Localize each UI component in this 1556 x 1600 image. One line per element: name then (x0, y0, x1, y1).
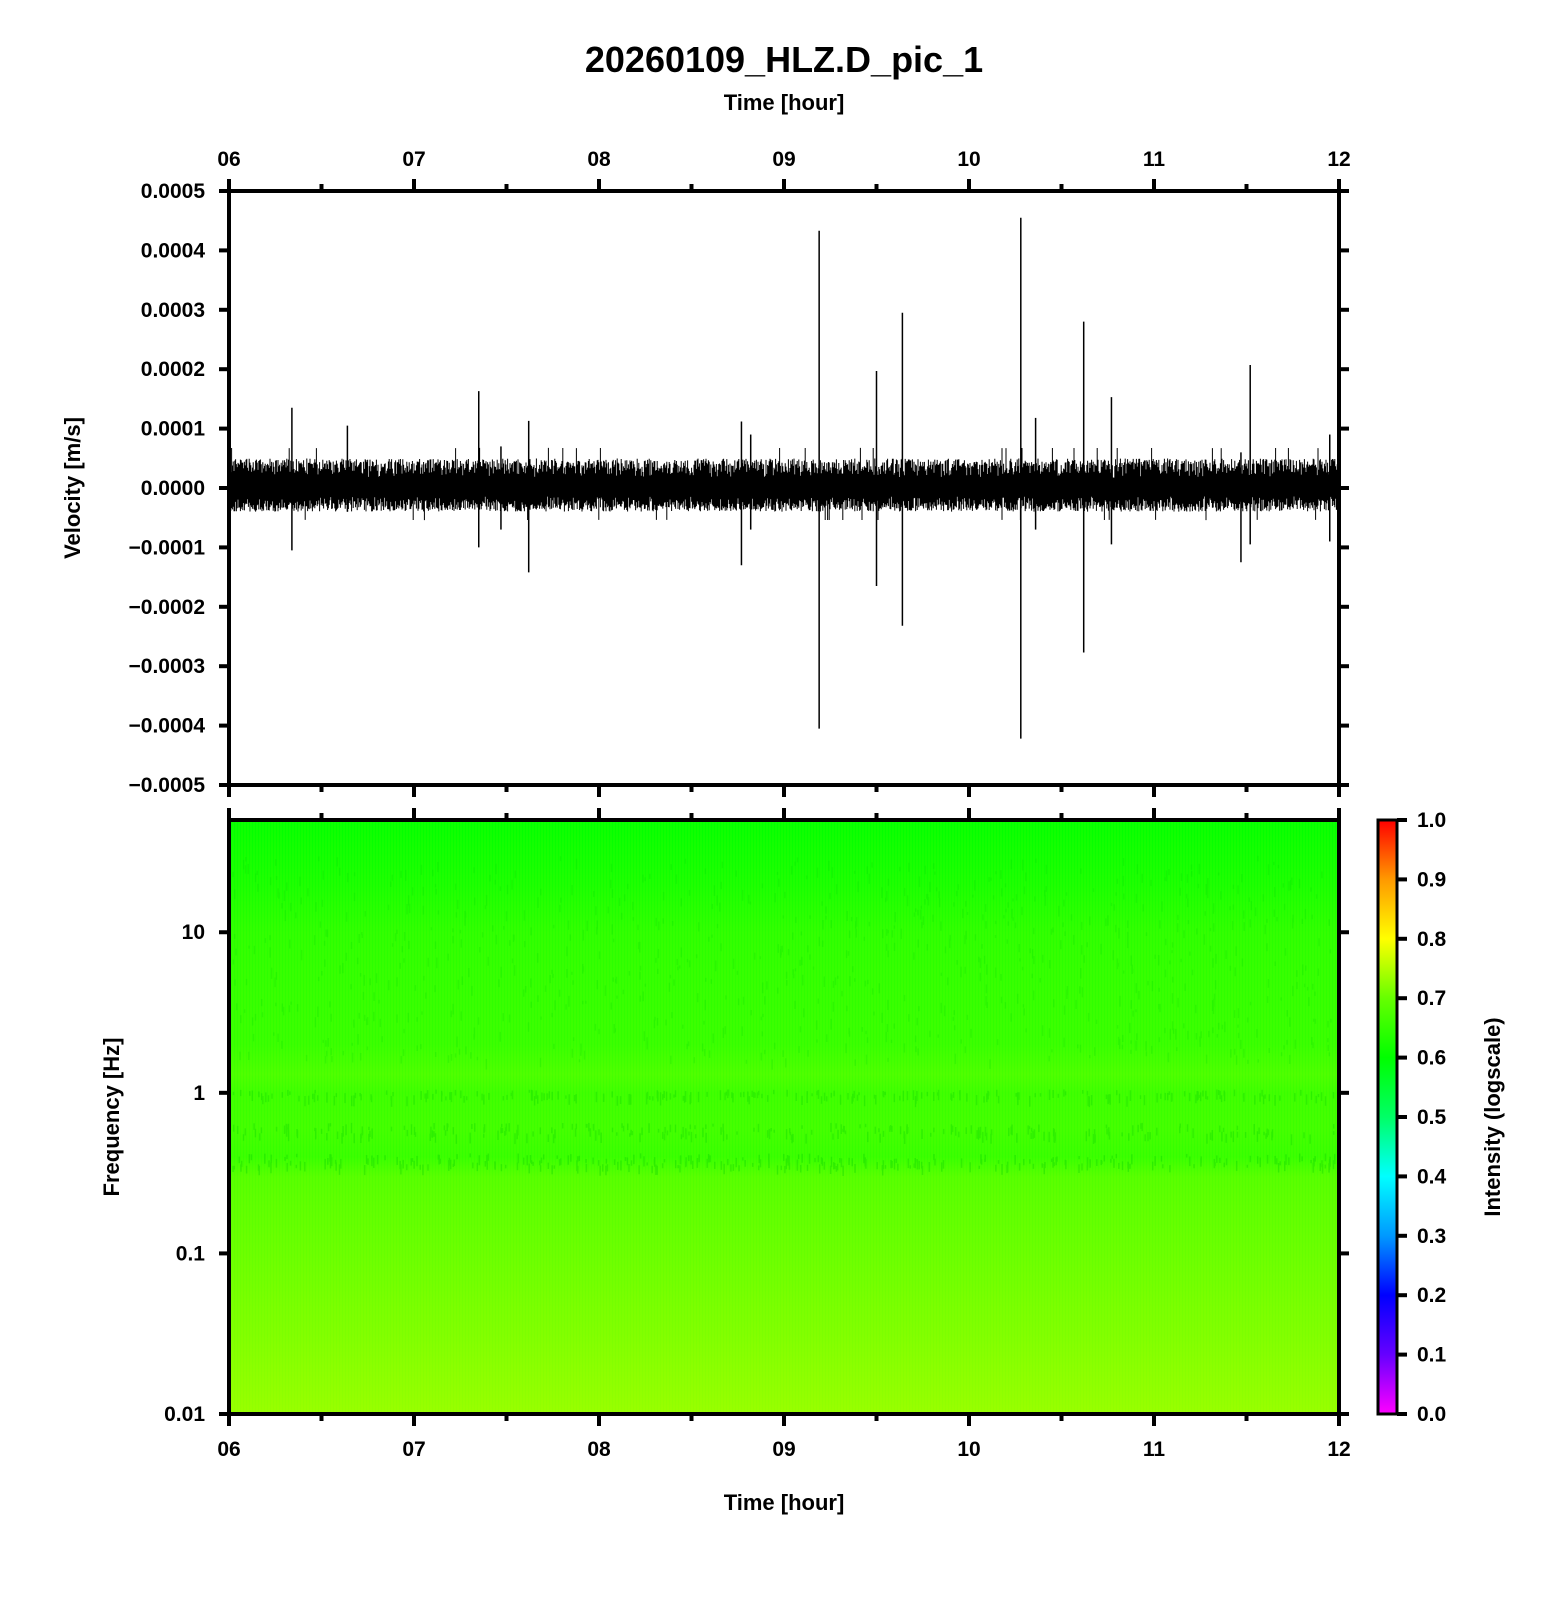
waveform-data (229, 217, 1339, 739)
colorbar-axes: 1.0 0.9 0.8 0.7 0.6 0.5 0.4 0.3 0.2 0.1 0.0 (1397, 809, 1447, 1426)
colorbar-tick-label: 0.0 (1417, 1403, 1446, 1426)
colorbar-tick-label: 0.6 (1417, 1047, 1446, 1070)
spectrogram-x-axis-label: Time [hour] (724, 1490, 845, 1515)
waveform-x-tick-label: 12 (1327, 148, 1350, 171)
waveform-y-tick-label: −0.0003 (129, 655, 206, 678)
waveform-y-axis-label: Velocity [m/s] (60, 417, 85, 559)
colorbar-tick-label: 0.2 (1417, 1284, 1446, 1307)
spectrogram-speckle (232, 1153, 1336, 1176)
waveform-y-tick-label: 0.0002 (141, 358, 205, 381)
top-x-axis-label: Time [hour] (724, 90, 845, 115)
waveform-y-tick-label: −0.0001 (129, 536, 206, 559)
spectrogram-x-tick-label: 12 (1327, 1438, 1350, 1461)
waveform-y-tick-label: −0.0005 (129, 774, 206, 797)
spectrogram-fill (229, 820, 1339, 1414)
spectrogram-speckle (232, 1122, 1335, 1146)
waveform-y-tick-label: 0.0001 (141, 418, 206, 441)
colorbar-fill (1376, 818, 1399, 1416)
waveform-y-tick-label: 0.0000 (141, 477, 205, 500)
spectrogram-y-tick-label: 1 (193, 1082, 205, 1105)
waveform-y-tick-label: 0.0005 (141, 180, 206, 203)
waveform-y-tick-label: −0.0002 (129, 596, 206, 619)
spectrogram-speckle (232, 855, 1332, 1070)
spectrogram-y-tick-label: 10 (182, 921, 205, 944)
spectrogram-y-tick-label: 0.1 (176, 1242, 206, 1265)
waveform-x-tick-label: 10 (957, 148, 980, 171)
waveform-x-tick-label: 11 (1143, 148, 1166, 171)
waveform-axes: 06 07 08 09 10 11 12 0.0005 0.0004 0.0003 0.0002 0.… (129, 148, 1351, 797)
colorbar-tick-label: 1.0 (1417, 809, 1446, 832)
spectrogram-y-axis-label: Frequency [Hz] (99, 1038, 124, 1197)
chart-title: 20260109_HLZ.D_pic_1 (585, 39, 983, 80)
spectrogram-x-tick-label: 10 (957, 1438, 980, 1461)
colorbar-tick-label: 0.8 (1417, 928, 1447, 951)
colorbar-tick-label: 0.9 (1417, 868, 1446, 891)
colorbar-label: Intensity (logscale) (1480, 1017, 1505, 1216)
spectrogram-x-tick-label: 08 (587, 1438, 611, 1461)
colorbar-tick-label: 0.4 (1417, 1165, 1447, 1188)
colorbar: 1.0 0.9 0.8 0.7 0.6 0.5 0.4 0.3 0.2 0.1 0.0 Intens… (1376, 809, 1505, 1426)
waveform-y-tick-label: 0.0003 (141, 299, 205, 322)
spectrogram-x-tick-label: 06 (217, 1438, 240, 1461)
colorbar-tick-label: 0.3 (1417, 1225, 1446, 1248)
spectrogram-x-tick-label: 11 (1143, 1438, 1166, 1461)
waveform-x-tick-label: 09 (772, 148, 795, 171)
spectrogram-x-tick-label: 07 (402, 1438, 425, 1461)
waveform-panel: 06 07 08 09 10 11 12 0.0005 0.0004 0.0003 0.0002 0.… (60, 148, 1351, 797)
spectrogram-speckle (232, 1089, 1335, 1108)
colorbar-tick-label: 0.5 (1417, 1106, 1447, 1129)
colorbar-tick-label: 0.1 (1417, 1344, 1447, 1367)
waveform-x-tick-label: 08 (587, 148, 611, 171)
waveform-frame (227, 189, 1341, 787)
spectrogram-frame (227, 818, 1341, 1416)
colorbar-tick-label: 0.7 (1417, 987, 1446, 1010)
waveform-noise (229, 447, 1339, 521)
spectrogram-y-tick-label: 0.01 (164, 1403, 205, 1426)
waveform-x-tick-label: 07 (402, 148, 425, 171)
waveform-y-tick-label: −0.0004 (129, 715, 206, 738)
spectrogram-x-tick-label: 09 (772, 1438, 795, 1461)
waveform-x-tick-label: 06 (217, 148, 240, 171)
waveform-y-tick-label: 0.0004 (141, 239, 206, 262)
spectrogram-texture (229, 820, 1338, 1414)
